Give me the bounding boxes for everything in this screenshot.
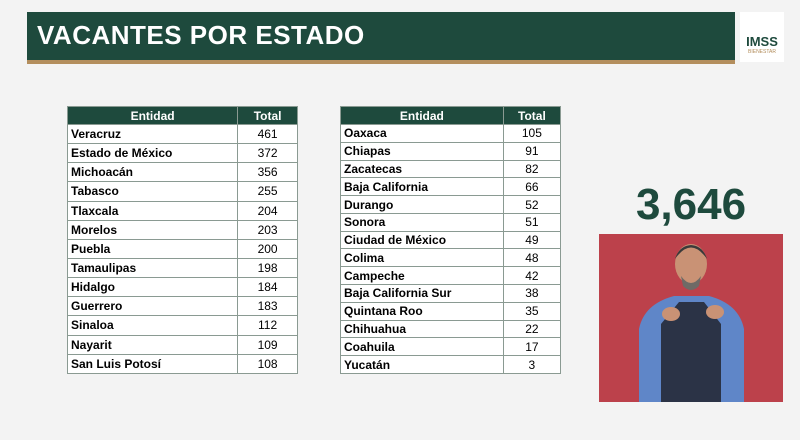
state-name: Quintana Roo: [340, 301, 504, 321]
state-total: 17: [502, 337, 562, 357]
row: Sinaloa 112: [66, 315, 298, 336]
state-total: 51: [502, 212, 562, 232]
row: Baja California Sur 38: [340, 284, 562, 303]
state-total: 200: [237, 238, 298, 259]
state-name: Estado de México: [66, 143, 239, 164]
title: VACANTES POR ESTADO: [37, 20, 365, 50]
row: Chihuahua 22: [340, 319, 562, 339]
header-bar: VACANTES POR ESTADO: [27, 12, 735, 64]
state-name: Morelos: [66, 219, 239, 240]
state-total: 198: [237, 257, 298, 279]
total: 3,646: [635, 180, 747, 229]
row: Puebla 200: [66, 238, 298, 259]
state-total: 255: [237, 181, 298, 202]
interpreter-video: [599, 234, 783, 402]
row: Hidalgo 184: [66, 277, 298, 298]
row: Sonora 51: [340, 212, 562, 232]
logo-subtitle: BIENESTAR: [748, 49, 776, 55]
table: Entidad Total Veracruz 461 Estado de México 3…: [66, 106, 298, 374]
state-total: 105: [502, 124, 562, 143]
header-row: Entidad Total: [340, 106, 562, 125]
state-total: 109: [237, 334, 298, 355]
row: Tlaxcala 204: [66, 200, 298, 221]
logo-text: IMSS: [746, 34, 778, 49]
state-total: 108: [237, 353, 298, 374]
row: Quintana Roo 35: [340, 301, 562, 321]
row: Veracruz 461: [66, 123, 298, 145]
state-name: Tabasco: [66, 181, 239, 202]
row: Tamaulipas 198: [66, 257, 298, 279]
state-name: Puebla: [66, 238, 239, 259]
column-header: Entidad: [66, 106, 239, 125]
state-name: Sinaloa: [66, 315, 239, 336]
row: San Luis Potosí 108: [66, 353, 298, 374]
state-total: 203: [237, 219, 298, 240]
state-total: 112: [237, 315, 298, 336]
state-total: 204: [237, 200, 298, 221]
row: Ciudad de México 49: [340, 230, 562, 250]
state-name: Baja California: [340, 177, 504, 197]
row: Yucatán 3: [340, 355, 562, 374]
state-total: 91: [502, 141, 562, 161]
state-name: Michoacán: [66, 162, 239, 183]
state-total: 38: [502, 284, 562, 303]
state-name: Guerrero: [66, 296, 239, 317]
state-name: Chihuahua: [340, 319, 504, 339]
column-header: Total: [237, 106, 298, 125]
row: Campeche 42: [340, 266, 562, 286]
row: Durango 52: [340, 195, 562, 214]
state-name: San Luis Potosí: [66, 353, 239, 374]
state-total: 49: [502, 230, 562, 250]
state-name: Zacatecas: [340, 159, 504, 179]
state-name: Colima: [340, 248, 504, 268]
state-name: Sonora: [340, 212, 504, 232]
state-name: Ciudad de México: [340, 230, 504, 250]
row: Estado de México 372: [66, 143, 298, 164]
row: Tabasco 255: [66, 181, 298, 202]
state-name: Chiapas: [340, 141, 504, 161]
state-total: 356: [237, 162, 298, 183]
state-name: Tamaulipas: [66, 257, 239, 279]
row: Chiapas 91: [340, 141, 562, 161]
state-total: 48: [502, 248, 562, 268]
state-name: Baja California Sur: [340, 284, 504, 303]
row: Guerrero 183: [66, 296, 298, 317]
row: Michoacán 356: [66, 162, 298, 183]
state-name: Coahuila: [340, 337, 504, 357]
state-total: 35: [502, 301, 562, 321]
state-total: 42: [502, 266, 562, 286]
table: Entidad Total Oaxaca 105 Chiapas 91 Zacatecas 8…: [340, 106, 562, 374]
state-total: 184: [237, 277, 298, 298]
state-name: Yucatán: [340, 355, 504, 374]
column-header: Total: [502, 106, 562, 125]
header-row: Entidad Total: [66, 106, 298, 125]
state-name: Nayarit: [66, 334, 239, 355]
state-name: Hidalgo: [66, 277, 239, 298]
state-total: 461: [237, 123, 298, 145]
column-header: Entidad: [340, 106, 504, 125]
row: Baja California 66: [340, 177, 562, 197]
row: Oaxaca 105: [340, 124, 562, 143]
state-total: 3: [502, 355, 562, 374]
state-total: 66: [502, 177, 562, 197]
state-name: Tlaxcala: [66, 200, 239, 221]
state-total: 183: [237, 296, 298, 317]
logo: IMSS BIENESTAR: [740, 12, 784, 62]
state-name: Durango: [340, 195, 504, 214]
row: Colima 48: [340, 248, 562, 268]
row: Coahuila 17: [340, 337, 562, 357]
state-total: 82: [502, 159, 562, 179]
state-name: Veracruz: [66, 123, 239, 145]
state-total: 372: [237, 143, 298, 164]
state-total: 22: [502, 319, 562, 339]
state-name: Oaxaca: [340, 124, 504, 143]
row: Morelos 203: [66, 219, 298, 240]
state-name: Campeche: [340, 266, 504, 286]
row: Zacatecas 82: [340, 159, 562, 179]
state-total: 52: [502, 195, 562, 214]
row: Nayarit 109: [66, 334, 298, 355]
